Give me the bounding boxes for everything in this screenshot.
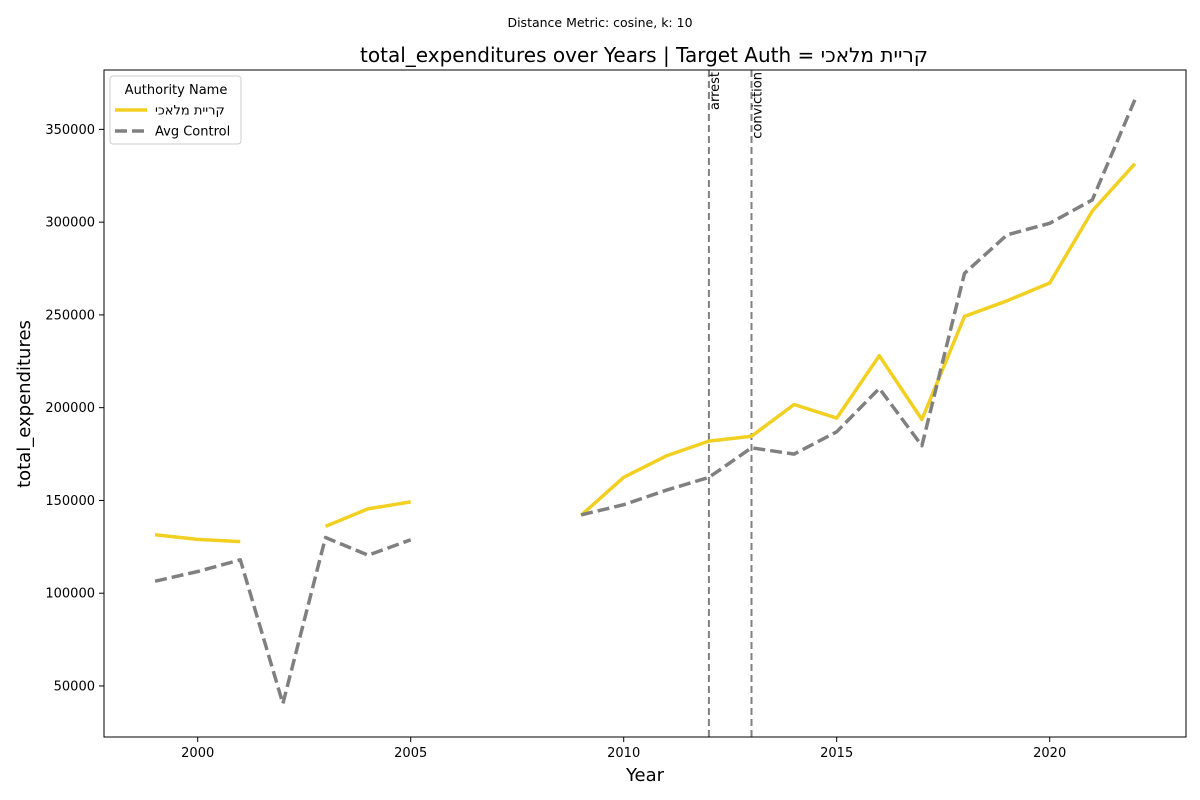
x-tick-label: 2010 [607, 746, 640, 761]
y-tick-label: 100000 [45, 587, 95, 602]
x-axis-label: Year [625, 765, 665, 786]
y-tick-label: 250000 [45, 308, 95, 323]
legend: Authority Name קריית מלאכי Avg Control [109, 75, 242, 145]
legend-title: Authority Name [125, 83, 228, 98]
legend-box [109, 75, 242, 145]
x-tick-label: 2015 [820, 746, 853, 761]
series-1-line [579, 162, 1137, 517]
x-tick-label: 2020 [1033, 746, 1066, 761]
y-tick-label: 50000 [54, 679, 95, 694]
event-label-conviction: conviction [750, 72, 765, 139]
x-tick-label: 2005 [394, 746, 427, 761]
y-tick-label: 200000 [45, 401, 95, 416]
series-2-line [154, 535, 412, 706]
x-axis: 2000 2005 2010 2015 2020 [181, 737, 1066, 761]
series-1-line [154, 533, 241, 544]
y-tick-label: 350000 [45, 123, 95, 138]
chart-suptitle: Distance Metric: cosine, k: 10 [507, 15, 692, 30]
legend-label-1: קריית מלאכי [155, 104, 225, 119]
x-tick-label: 2000 [181, 746, 214, 761]
axes-frame [103, 69, 1187, 738]
series-1-line [324, 500, 411, 529]
legend-label-2: Avg Control [155, 125, 230, 140]
chart-title: total_expenditures over Years | Target A… [360, 43, 928, 67]
y-axis-label: total_expenditures [14, 320, 35, 488]
event-label-arrest: arrest [708, 72, 723, 110]
y-axis: 50000 100000 150000 200000 250000 300000 35000… [45, 123, 104, 694]
y-tick-label: 300000 [45, 216, 95, 231]
series-2-line [580, 99, 1137, 517]
plot-area: arrest conviction [154, 70, 1137, 737]
y-tick-label: 150000 [45, 494, 95, 509]
